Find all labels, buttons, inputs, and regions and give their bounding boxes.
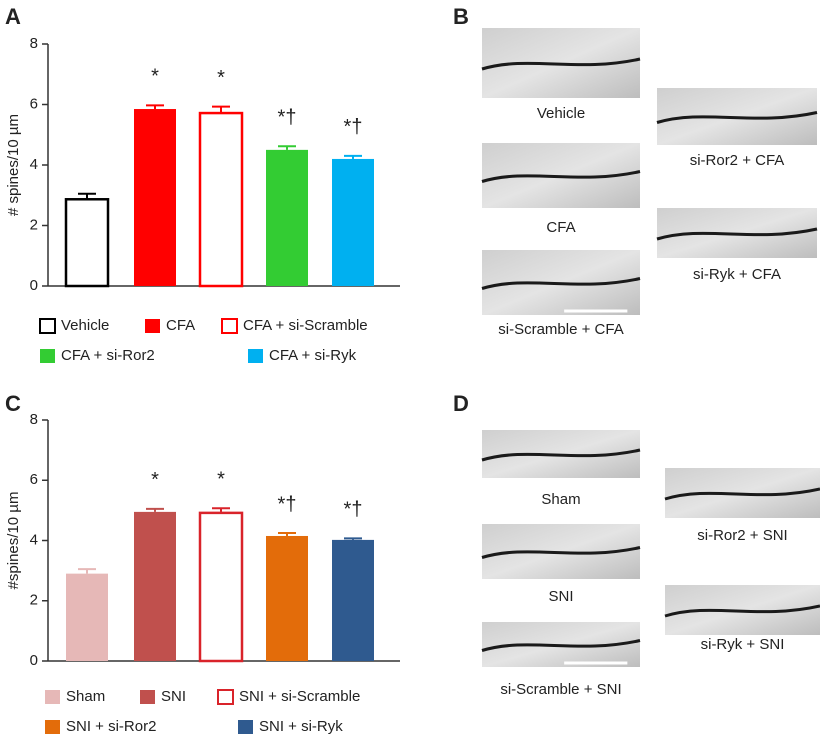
y-tick-label: 8 — [30, 35, 38, 52]
y-tick-label: 2 — [30, 592, 38, 609]
significance-label: *† — [278, 107, 297, 129]
bar — [198, 511, 244, 663]
image-caption: si-Scramble + SNI — [500, 681, 621, 698]
legend-label: SNI + si-Scramble — [239, 688, 360, 705]
legend-label: SNI + si-Ror2 — [66, 718, 156, 735]
y-axis-title: #spines/10 µm — [5, 492, 22, 590]
panel-label: C — [5, 391, 21, 416]
dendrite — [481, 448, 641, 462]
legend-label: CFA — [166, 317, 195, 334]
legend-swatch — [45, 690, 60, 704]
bar — [266, 149, 308, 286]
dendrite — [664, 604, 820, 618]
legend-label: CFA + si-Scramble — [243, 317, 368, 334]
panel-label: B — [453, 4, 469, 29]
legend-swatch — [40, 349, 55, 363]
bar — [134, 511, 176, 661]
legend-swatch — [145, 319, 160, 333]
image-caption: si-Ryk + SNI — [701, 636, 785, 653]
image-caption: si-Ror2 + CFA — [690, 152, 785, 169]
significance-label: * — [151, 66, 159, 88]
legend-swatch — [39, 318, 56, 334]
y-tick-label: 4 — [30, 156, 38, 173]
bar — [332, 539, 374, 661]
significance-label: *† — [344, 499, 363, 521]
y-tick-label: 2 — [30, 216, 38, 233]
y-tick-label: 6 — [30, 95, 38, 112]
bar — [198, 111, 244, 288]
legend-label: CFA + si-Ror2 — [61, 347, 155, 364]
y-axis-title: # spines/10 µm — [5, 114, 22, 216]
y-tick-label: 0 — [30, 652, 38, 669]
significance-label: * — [151, 469, 159, 491]
y-tick-label: 0 — [30, 277, 38, 294]
significance-label: *† — [278, 493, 297, 515]
bar — [266, 535, 308, 661]
significance-label: * — [217, 67, 225, 89]
legend-swatch — [140, 690, 155, 704]
legend-label: CFA + si-Ryk — [269, 347, 357, 364]
image-caption: Vehicle — [537, 105, 585, 122]
bar — [66, 573, 108, 661]
bar — [332, 158, 374, 286]
panel-label: A — [5, 4, 21, 29]
significance-label: * — [217, 469, 225, 491]
dendrite — [481, 277, 641, 290]
legend-label: Vehicle — [61, 317, 109, 334]
image-caption: si-Ror2 + SNI — [697, 527, 787, 544]
legend-swatch — [221, 318, 238, 334]
dendrite — [481, 57, 641, 71]
dendrite — [656, 111, 818, 124]
y-tick-label: 4 — [30, 531, 38, 548]
image-caption: SNI — [548, 588, 573, 605]
dendrite — [664, 487, 820, 501]
legend-swatch — [238, 720, 253, 734]
dendrite — [481, 546, 641, 559]
legend-label: Sham — [66, 688, 105, 705]
bar — [134, 109, 176, 286]
legend-swatch — [217, 689, 234, 705]
legend-label: SNI — [161, 688, 186, 705]
image-caption: si-Ryk + CFA — [693, 266, 781, 283]
legend-swatch — [248, 349, 263, 363]
image-caption: CFA — [546, 219, 575, 236]
legend-swatch — [45, 720, 60, 734]
y-tick-label: 6 — [30, 471, 38, 488]
panel-label: D — [453, 391, 469, 416]
dendrite — [656, 227, 818, 241]
bar — [64, 198, 110, 288]
dendrite — [481, 639, 641, 652]
image-caption: si-Scramble + CFA — [498, 321, 623, 338]
significance-label: *† — [344, 116, 363, 138]
dendrite — [481, 170, 641, 183]
legend-label: SNI + si-Ryk — [259, 718, 343, 735]
y-tick-label: 8 — [30, 411, 38, 428]
image-caption: Sham — [541, 491, 580, 508]
